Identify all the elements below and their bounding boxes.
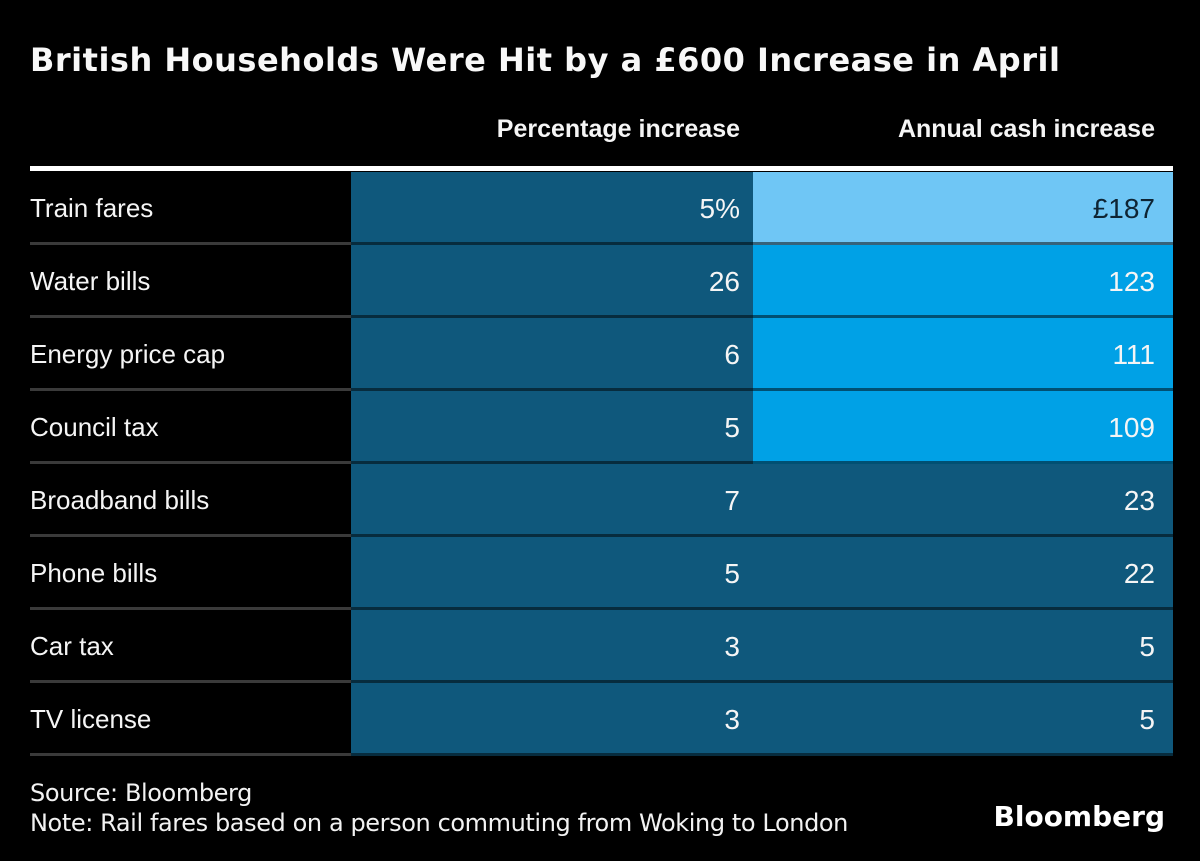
row-label: Water bills — [30, 245, 351, 318]
percentage-bar-cell: 3 — [351, 610, 753, 683]
table-row: Broadband bills 7 23 — [30, 464, 1173, 537]
bloomberg-logo: Bloomberg — [993, 800, 1165, 833]
percentage-value: 26 — [708, 265, 740, 297]
row-label: Phone bills — [30, 537, 351, 610]
cash-value: 22 — [1123, 557, 1155, 589]
percentage-value: 7 — [724, 484, 740, 516]
row-label: Car tax — [30, 610, 351, 683]
row-label: TV license — [30, 683, 351, 756]
cash-value: 23 — [1123, 484, 1155, 516]
percentage-bar-cell: 5 — [351, 391, 753, 464]
percentage-bar-cell: 6 — [351, 318, 753, 391]
source-text: Source: Bloomberg — [30, 779, 252, 807]
row-label: Train fares — [30, 172, 351, 245]
percentage-bar-cell: 7 — [351, 464, 753, 537]
percentage-value: 5 — [699, 192, 716, 224]
row-label: Energy price cap — [30, 318, 351, 391]
column-header-cash: Annual cash increase — [897, 115, 1155, 143]
percentage-value: 5 — [724, 557, 740, 589]
cash-bar-cell: 5 — [753, 683, 1173, 756]
cash-value: 109 — [1108, 411, 1155, 443]
cash-value: £187 — [1092, 192, 1155, 224]
note-text: Note: Rail fares based on a person commu… — [30, 809, 848, 837]
table-row: Water bills 26 123 — [30, 245, 1173, 318]
percentage-bar-cell: 5 — [351, 537, 753, 610]
chart-title: British Households Were Hit by a £600 In… — [30, 41, 1061, 79]
table-rows: Train fares 5% £187 Water bills 26 123 E… — [30, 172, 1173, 756]
percentage-bar-cell: 5% — [351, 172, 753, 245]
footnotes: Source: Bloomberg Note: Rail fares based… — [30, 778, 848, 838]
percentage-value: 6 — [724, 338, 740, 370]
percentage-bar-cell: 3 — [351, 683, 753, 756]
cash-value: 5 — [1139, 703, 1155, 735]
row-label: Broadband bills — [30, 464, 351, 537]
cash-value: 111 — [1112, 338, 1155, 370]
table-row: Phone bills 5 22 — [30, 537, 1173, 610]
percentage-bar-cell: 26 — [351, 245, 753, 318]
cash-bar-cell: 22 — [753, 537, 1173, 610]
table-row: Train fares 5% £187 — [30, 172, 1173, 245]
table-row: Car tax 3 5 — [30, 610, 1173, 683]
percentage-value: 5 — [724, 411, 740, 443]
cash-bar-cell: £187 — [753, 172, 1173, 245]
table-row: Energy price cap 6 111 — [30, 318, 1173, 391]
cash-value: 123 — [1108, 265, 1155, 297]
percentage-value: 3 — [724, 630, 740, 662]
row-label: Council tax — [30, 391, 351, 464]
cash-bar-cell: 109 — [753, 391, 1173, 464]
table-row: Council tax 5 109 — [30, 391, 1173, 464]
table-row: TV license 3 5 — [30, 683, 1173, 756]
cash-bar-cell: 5 — [753, 610, 1173, 683]
column-header-percentage: Percentage increase — [496, 115, 740, 143]
cash-value: 5 — [1139, 630, 1155, 662]
percentage-unit: % — [715, 192, 740, 224]
percentage-value: 3 — [724, 703, 740, 735]
cash-bar-cell: 111 — [753, 318, 1173, 391]
top-rule — [30, 166, 1173, 171]
cash-bar-cell: 123 — [753, 245, 1173, 318]
cash-bar-cell: 23 — [753, 464, 1173, 537]
